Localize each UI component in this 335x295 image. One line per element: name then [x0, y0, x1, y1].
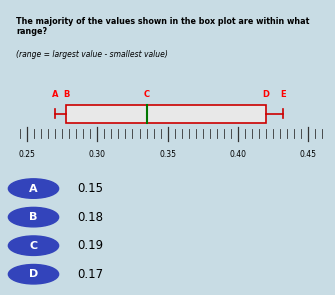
Text: 0.35: 0.35: [159, 150, 176, 159]
Bar: [66, 105, 266, 123]
Text: C: C: [143, 90, 150, 99]
Text: B: B: [63, 90, 70, 99]
Text: 0.19: 0.19: [77, 239, 103, 252]
Text: C: C: [29, 241, 38, 251]
Text: D: D: [29, 269, 38, 279]
Circle shape: [8, 236, 59, 255]
Circle shape: [8, 179, 59, 198]
Text: 0.17: 0.17: [77, 268, 103, 281]
Text: 0.15: 0.15: [77, 182, 103, 195]
Text: B: B: [29, 212, 38, 222]
Text: A: A: [52, 90, 59, 99]
Text: 0.30: 0.30: [89, 150, 106, 159]
Text: E: E: [280, 90, 286, 99]
Text: D: D: [262, 90, 269, 99]
Text: A: A: [29, 183, 38, 194]
Text: 0.25: 0.25: [19, 150, 36, 159]
Circle shape: [8, 265, 59, 284]
Circle shape: [8, 207, 59, 227]
Text: 0.40: 0.40: [229, 150, 246, 159]
Text: (range = largest value - smallest value): (range = largest value - smallest value): [16, 50, 168, 59]
Text: 0.45: 0.45: [299, 150, 317, 159]
Text: The majority of the values shown in the box plot are within what range?: The majority of the values shown in the …: [16, 17, 310, 36]
Text: 0.18: 0.18: [77, 211, 103, 224]
